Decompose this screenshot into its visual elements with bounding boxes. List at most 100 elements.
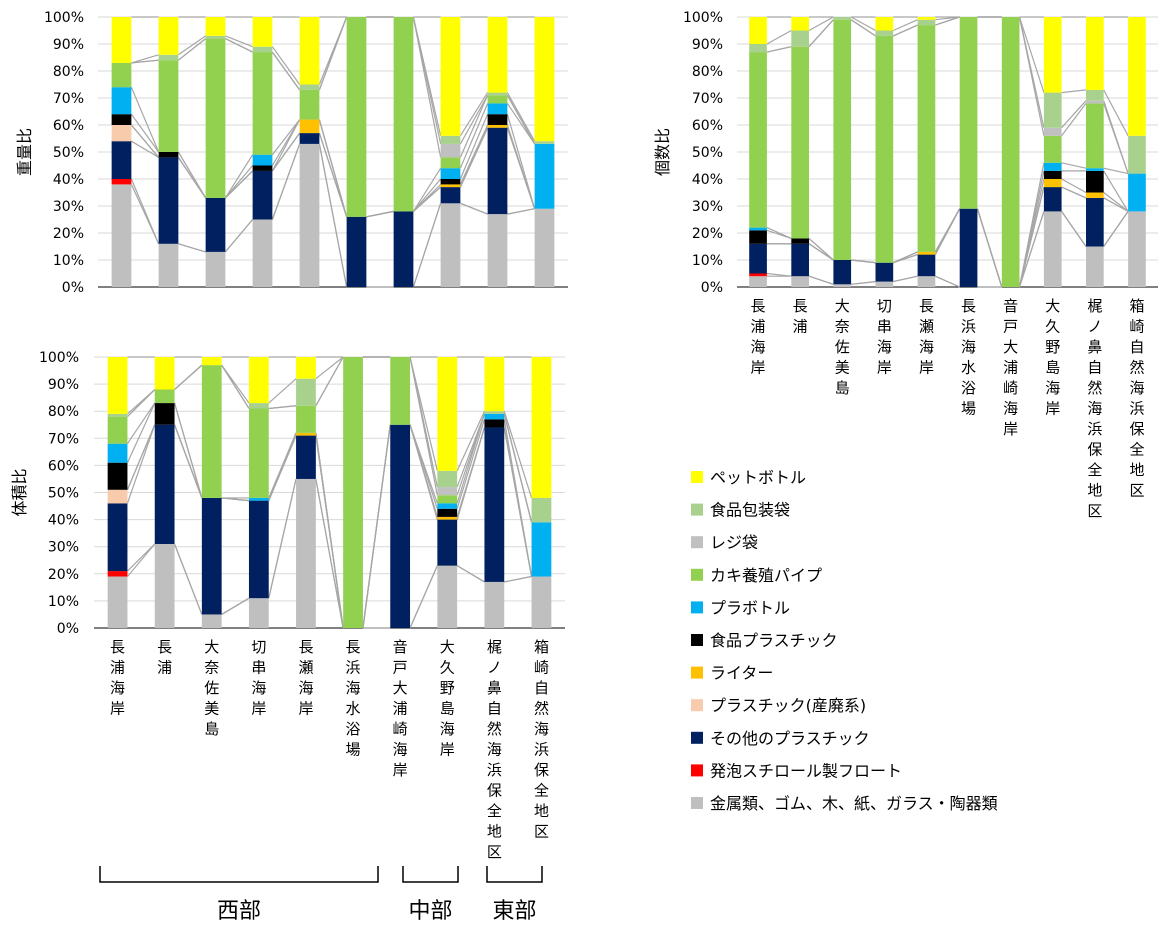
y-tick-label: 40%: [53, 172, 84, 188]
bar-segment: [1128, 173, 1146, 212]
bar-segment: [534, 17, 555, 142]
legend-entry: 金属類、ゴム、木、紙、ガラス・陶器類: [710, 794, 998, 813]
bar-segment: [1086, 168, 1104, 171]
bar-segment: [437, 470, 458, 488]
series-line: [459, 127, 489, 188]
bar-segment: [833, 284, 852, 287]
series-line: [178, 243, 206, 253]
legend-swatch: [691, 536, 703, 549]
bar-segment: [749, 44, 767, 53]
category-label: 梶ノ鼻自然海浜保全地区: [1087, 297, 1102, 520]
series-lines: [126, 356, 533, 629]
series-line: [130, 113, 160, 153]
bar-segment: [107, 462, 128, 490]
bar-segment: [833, 17, 852, 20]
bar-segment: [1128, 17, 1146, 136]
series-line: [271, 119, 301, 166]
bar-segment: [487, 103, 508, 115]
chart-count: 0% 10% 20% 30% 40% 50% 60% 70% 80% 90% 100% 個数比長浦海岸…: [653, 10, 1158, 520]
category-label: 切串海岸: [251, 638, 266, 718]
bar-segment: [534, 208, 555, 287]
bar-segment: [299, 119, 320, 134]
bar-segment: [1086, 103, 1104, 169]
category-label: 長瀬海岸: [298, 638, 313, 718]
bar-segment: [252, 165, 273, 171]
series-line: [126, 424, 156, 491]
category-label: 大奈佐美島: [835, 297, 850, 397]
series-line: [224, 165, 254, 199]
y-tick-label: 100%: [683, 10, 723, 26]
category-label: 音戸大浦崎海岸: [393, 638, 408, 779]
category-label: 長浦: [793, 297, 808, 336]
bar-segment: [487, 95, 508, 104]
bar-segment: [440, 168, 461, 179]
series-line: [131, 54, 159, 64]
bar-segment: [440, 187, 461, 204]
series-line: [1103, 167, 1129, 175]
bar-segment: [107, 576, 128, 628]
bar-segment: [205, 197, 226, 252]
y-tick-label: 20%: [692, 226, 723, 242]
legend-swatch: [691, 666, 703, 679]
bar-segment: [296, 478, 316, 628]
bar-segment: [390, 357, 411, 425]
series-line: [271, 51, 301, 91]
category-label: 梶ノ鼻自然海浜保全地区: [487, 638, 502, 861]
bar-segment: [248, 403, 269, 409]
bar-segment: [1043, 179, 1062, 188]
bar-segment: [296, 432, 316, 436]
bar-segment: [484, 413, 505, 420]
bar-segment: [791, 276, 809, 287]
series-line: [459, 103, 489, 169]
bar-segment: [487, 214, 508, 287]
bar-segment: [205, 35, 226, 39]
bar-segment: [437, 508, 458, 517]
bar-segment: [1086, 89, 1104, 101]
y-tick-label: 60%: [48, 458, 79, 474]
series-line: [459, 95, 489, 158]
bar-segment: [158, 243, 179, 287]
series-line: [412, 203, 442, 288]
region-west-label: 西部: [217, 899, 261, 924]
y-tick-label: 10%: [48, 594, 79, 610]
legend-entry: レジ袋: [710, 533, 758, 552]
series-line: [1018, 211, 1045, 288]
bar-segment: [296, 405, 316, 433]
bar-segment: [111, 125, 132, 142]
series-line: [221, 597, 250, 615]
bar-segment: [749, 243, 767, 274]
bar-segment: [487, 114, 508, 125]
bar-segment: [299, 89, 320, 120]
bar-segment: [107, 503, 128, 572]
series-line: [268, 405, 297, 410]
legend-swatch: [691, 601, 703, 614]
y-tick-label: 20%: [53, 226, 84, 242]
series-line: [268, 378, 297, 404]
series-line: [976, 208, 1003, 288]
y-tick-label: 40%: [692, 172, 723, 188]
series-line: [315, 356, 344, 407]
y-axis-title: 個数比: [653, 128, 672, 176]
bar-segment: [248, 598, 269, 628]
category-label: 長浦海岸: [110, 638, 125, 718]
series-line: [131, 59, 159, 64]
series-line: [318, 132, 348, 217]
bar-segment: [440, 157, 461, 169]
series-line: [271, 46, 301, 85]
series-line: [126, 402, 156, 445]
series-line: [850, 19, 876, 37]
bar-segment: [917, 25, 936, 252]
bar-segment: [487, 125, 508, 128]
bar-segment: [154, 543, 175, 628]
bar-segment: [875, 281, 894, 287]
series-line: [456, 410, 486, 472]
bar-segment: [154, 424, 175, 544]
y-tick-label: 80%: [48, 404, 79, 420]
bar-segment: [1086, 17, 1104, 90]
legend-entry: 食品プラスチック: [710, 631, 838, 650]
bar-segment: [1043, 127, 1062, 136]
region-west-bracket: [99, 866, 379, 883]
y-tick-label: 90%: [53, 37, 84, 53]
chart-weight: 0% 10% 20% 30% 40% 50% 60% 70% 80% 90% 100% 重量比: [15, 10, 568, 296]
series-line: [271, 119, 301, 156]
